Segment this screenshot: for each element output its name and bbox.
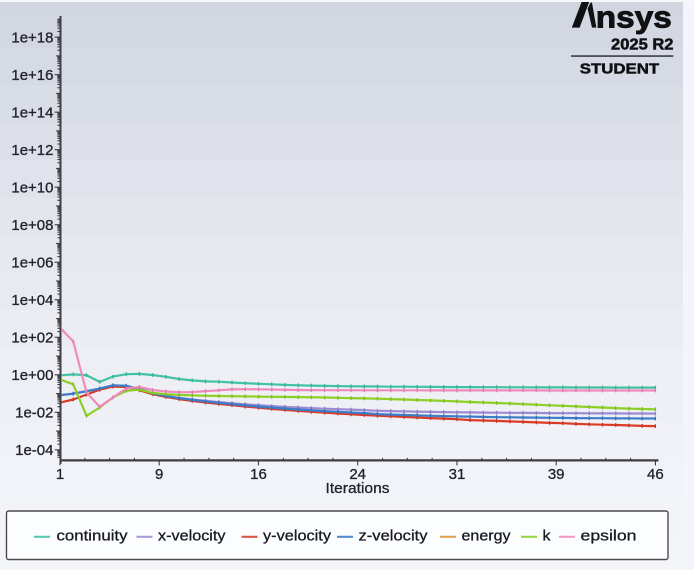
svg-text:46: 46 (647, 466, 664, 483)
svg-text:k: k (543, 528, 552, 545)
svg-text:1e-02: 1e-02 (15, 405, 53, 422)
svg-text:1e+02: 1e+02 (11, 330, 53, 347)
svg-text:9: 9 (155, 466, 163, 483)
svg-text:31: 31 (449, 466, 466, 483)
svg-text:1e+16: 1e+16 (11, 67, 53, 84)
svg-text:STUDENT: STUDENT (580, 60, 659, 77)
svg-text:1e+08: 1e+08 (11, 217, 53, 234)
svg-text:1e+06: 1e+06 (11, 254, 53, 271)
svg-text:1e+10: 1e+10 (11, 179, 53, 196)
svg-text:Iterations: Iterations (326, 480, 390, 497)
svg-text:1e+14: 1e+14 (11, 104, 53, 121)
svg-text:1e+12: 1e+12 (11, 142, 53, 159)
svg-text:1e+00: 1e+00 (11, 367, 53, 384)
svg-text:continuity: continuity (57, 528, 129, 545)
svg-text:y-velocity: y-velocity (263, 528, 332, 545)
svg-text:1e-04: 1e-04 (15, 442, 53, 459)
svg-text:1: 1 (56, 466, 64, 483)
svg-text:39: 39 (548, 466, 565, 483)
svg-text:epsilon: epsilon (581, 528, 637, 545)
svg-text:x-velocity: x-velocity (158, 528, 226, 545)
svg-text:2025 R2: 2025 R2 (611, 36, 674, 53)
svg-text:z-velocity: z-velocity (359, 528, 429, 545)
svg-text:1e+04: 1e+04 (11, 292, 53, 309)
svg-text:1e+18: 1e+18 (11, 29, 53, 46)
svg-text:nsys: nsys (596, 0, 672, 34)
svg-text:16: 16 (250, 466, 267, 483)
svg-text:energy: energy (462, 528, 512, 545)
svg-text:24: 24 (349, 466, 366, 483)
